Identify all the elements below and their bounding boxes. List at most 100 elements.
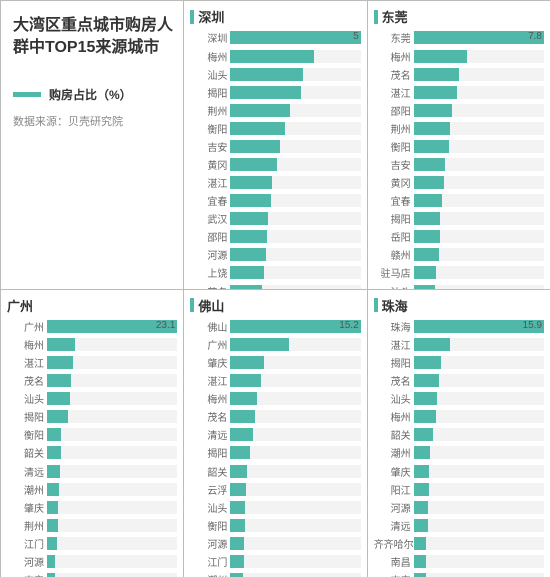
bar-label: 邵阳 xyxy=(190,229,230,244)
bar-row: 韶关 xyxy=(7,445,177,461)
bar-track xyxy=(414,212,544,225)
bar-row: 梅州 xyxy=(190,391,360,407)
bar-label: 云浮 xyxy=(190,482,230,497)
bar-row: 驻马店 xyxy=(374,265,544,281)
bar-row: 潮州 xyxy=(374,445,544,461)
bar-fill xyxy=(230,212,268,225)
bar-label: 韶关 xyxy=(7,445,47,460)
bar-fill xyxy=(47,519,58,532)
bar-track xyxy=(414,68,544,81)
bar-fill xyxy=(414,122,451,135)
bar-track: 15.9 xyxy=(414,320,544,333)
bar-fill xyxy=(230,428,252,441)
bar-label: 河源 xyxy=(374,500,414,515)
bar-row: 江门 xyxy=(7,535,177,551)
bar-row: 黄冈 xyxy=(374,175,544,191)
bar-track xyxy=(230,212,360,225)
bar-track xyxy=(47,338,177,351)
bar-track xyxy=(47,410,177,423)
bar-track xyxy=(414,248,544,261)
bar-row: 江门 xyxy=(190,554,360,570)
bar-row: 韶关 xyxy=(374,427,544,443)
bar-track xyxy=(414,122,544,135)
bar-track xyxy=(230,465,360,478)
bar-row: 邵阳 xyxy=(374,102,544,118)
bar-label: 广州 xyxy=(190,337,230,352)
data-source: 数据来源：贝壳研究院 xyxy=(13,113,173,129)
bar-label: 南昌 xyxy=(374,554,414,569)
bar-fill xyxy=(47,392,70,405)
bar-track xyxy=(414,428,544,441)
bar-track xyxy=(47,483,177,496)
chart-grid: 大湾区重点城市购房人群中TOP15来源城市 购房占比（%） 数据来源：贝壳研究院… xyxy=(0,0,550,577)
bar-fill xyxy=(47,428,61,441)
bar-track xyxy=(414,410,544,423)
bar-label: 宜春 xyxy=(190,193,230,208)
bar-track xyxy=(230,122,360,135)
bar-row: 阳江 xyxy=(374,481,544,497)
bar-track xyxy=(230,501,360,514)
bar-label: 韶关 xyxy=(190,464,230,479)
bar-label: 肇庆 xyxy=(374,464,414,479)
bar-label: 清远 xyxy=(190,427,230,442)
bar-row: 岳阳 xyxy=(374,229,544,245)
bar-row: 茂名 xyxy=(7,373,177,389)
bar-track xyxy=(230,446,360,459)
bar-label: 荆州 xyxy=(190,103,230,118)
bar-fill xyxy=(47,483,59,496)
bar-fill xyxy=(230,68,303,81)
bar-label: 吉安 xyxy=(7,572,47,577)
bar-label: 衡阳 xyxy=(190,121,230,136)
bar-row: 揭阳 xyxy=(374,355,544,371)
bar-fill xyxy=(414,86,457,99)
bar-fill xyxy=(47,555,55,568)
bar-fill xyxy=(47,465,60,478)
legend-label: 购房占比（%） xyxy=(49,86,132,103)
title-cell: 大湾区重点城市购房人群中TOP15来源城市 购房占比（%） 数据来源：贝壳研究院 xyxy=(0,0,183,289)
bar-row: 宜春 xyxy=(190,193,360,209)
bar-fill xyxy=(47,356,73,369)
bar-row: 梅州 xyxy=(190,48,360,64)
bar-fill xyxy=(230,248,265,261)
bar-row: 汕头 xyxy=(190,66,360,82)
bar-track xyxy=(230,248,360,261)
panel-tick-icon xyxy=(374,10,378,24)
bar-track xyxy=(230,392,360,405)
bar-track xyxy=(230,519,360,532)
bar-fill xyxy=(414,519,428,532)
bar-label: 广州 xyxy=(7,319,47,334)
panel-header: 广州 xyxy=(7,296,177,315)
bar-label: 梅州 xyxy=(190,391,230,406)
bar-fill xyxy=(414,104,452,117)
bar-fill xyxy=(414,465,430,478)
bar-row: 韶关 xyxy=(190,463,360,479)
bar-fill xyxy=(230,230,266,243)
bar-track xyxy=(230,555,360,568)
bar-fill xyxy=(230,501,245,514)
panel-title: 珠海 xyxy=(382,296,408,315)
bar-fill xyxy=(230,573,243,577)
bar-track xyxy=(230,428,360,441)
bar-row: 潮州 xyxy=(190,572,360,577)
bar-fill xyxy=(414,374,439,387)
bar-fill xyxy=(230,50,313,63)
bar-track xyxy=(47,465,177,478)
bar-label: 梅州 xyxy=(374,409,414,424)
bar-label: 揭阳 xyxy=(374,211,414,226)
bar-fill xyxy=(414,230,440,243)
panel-header: 珠海 xyxy=(374,296,544,315)
bar-row: 潮州 xyxy=(7,481,177,497)
bar-track xyxy=(230,230,360,243)
bar-label: 吉安 xyxy=(190,139,230,154)
bar-label: 珠海 xyxy=(374,319,414,334)
bar-track xyxy=(414,446,544,459)
bar-fill xyxy=(414,68,459,81)
bar-row: 湛江 xyxy=(190,175,360,191)
bar-label: 齐齐哈尔 xyxy=(374,536,414,551)
bar-label: 揭阳 xyxy=(7,409,47,424)
bar-label: 邵阳 xyxy=(374,103,414,118)
bar-fill xyxy=(414,573,426,577)
bar-label: 宜春 xyxy=(374,193,414,208)
bar-row: 清远 xyxy=(7,463,177,479)
bar-label: 汕头 xyxy=(190,500,230,515)
